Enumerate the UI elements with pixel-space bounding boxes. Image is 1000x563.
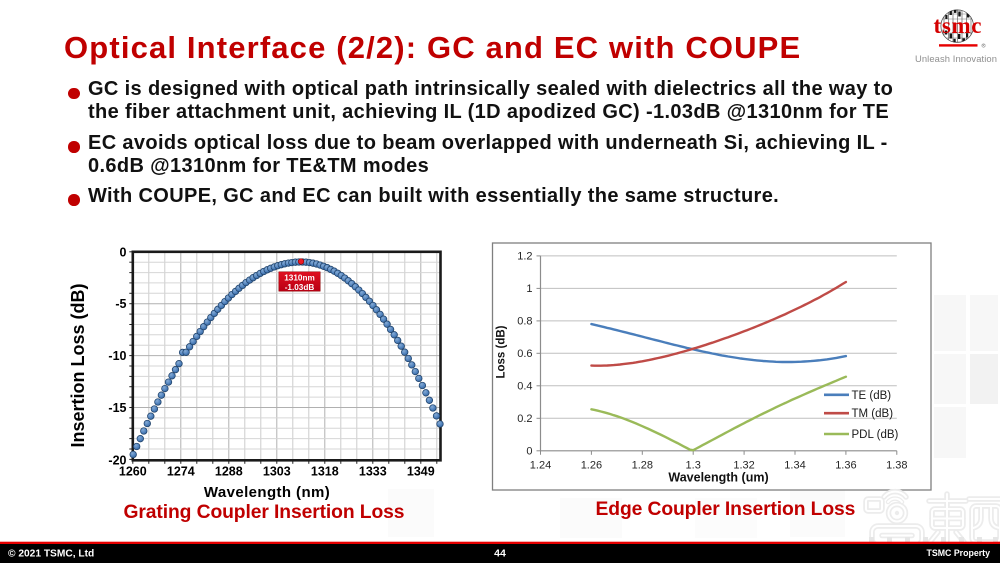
svg-text:TSMC Property: TSMC Property: [926, 548, 990, 558]
svg-text:© 2021 TSMC, Ltd: © 2021 TSMC, Ltd: [8, 549, 94, 560]
svg-text:Wavelength (nm): Wavelength (nm): [204, 484, 330, 501]
svg-text:Insertion Loss (dB): Insertion Loss (dB): [68, 283, 88, 447]
svg-text:1.24: 1.24: [530, 460, 551, 472]
svg-text:1.36: 1.36: [835, 460, 856, 472]
svg-text:1349: 1349: [407, 465, 435, 479]
svg-text:PDL (dB): PDL (dB): [852, 429, 899, 441]
svg-text:-20: -20: [108, 453, 126, 467]
svg-text:1.32: 1.32: [733, 460, 754, 472]
svg-text:1.26: 1.26: [581, 460, 602, 472]
svg-text:1.34: 1.34: [784, 460, 805, 472]
svg-text:1.3: 1.3: [686, 460, 701, 472]
svg-text:1: 1: [526, 283, 532, 295]
svg-text:®: ®: [982, 43, 986, 50]
svg-text:0.6: 0.6: [517, 348, 532, 360]
svg-text:1310nm: 1310nm: [284, 274, 315, 283]
svg-text:0.2: 0.2: [517, 413, 532, 425]
svg-text:-15: -15: [108, 401, 126, 415]
svg-text:1.2: 1.2: [517, 251, 532, 263]
svg-text:Unleash Innovation: Unleash Innovation: [915, 53, 997, 64]
svg-text:1260: 1260: [119, 465, 147, 479]
svg-text:1.38: 1.38: [886, 460, 907, 472]
svg-text:1274: 1274: [167, 465, 195, 479]
svg-text:1.28: 1.28: [632, 460, 653, 472]
svg-text:-5: -5: [115, 297, 126, 311]
svg-text:0.4: 0.4: [517, 381, 532, 393]
svg-text:Loss (dB): Loss (dB): [496, 325, 508, 378]
svg-text:44: 44: [494, 548, 506, 560]
svg-text:1318: 1318: [311, 465, 339, 479]
svg-text:-10: -10: [108, 349, 126, 363]
svg-text:1303: 1303: [263, 465, 291, 479]
svg-text:TM (dB): TM (dB): [852, 408, 894, 420]
svg-text:0.8: 0.8: [517, 316, 532, 328]
svg-text:tsmc: tsmc: [934, 13, 982, 38]
svg-text:1333: 1333: [359, 465, 387, 479]
svg-text:1288: 1288: [215, 465, 243, 479]
svg-text:TE (dB): TE (dB): [852, 390, 892, 402]
svg-text:0: 0: [526, 446, 532, 458]
svg-text:-1.03dB: -1.03dB: [285, 283, 315, 292]
svg-text:Wavelength (um): Wavelength (um): [668, 471, 768, 485]
svg-text:0: 0: [120, 245, 127, 259]
